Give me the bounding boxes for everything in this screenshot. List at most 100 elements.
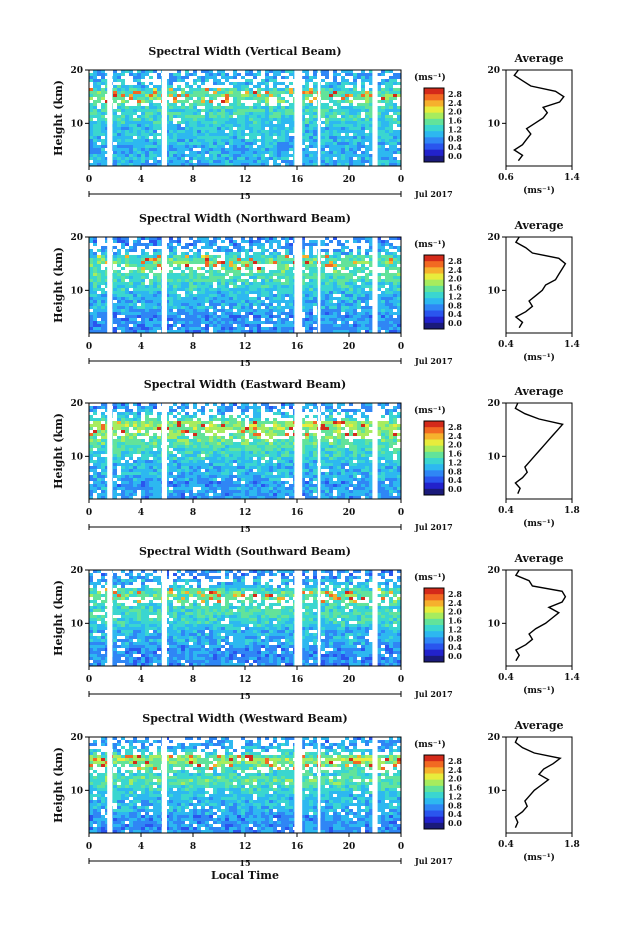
colorbar-segment [424, 298, 444, 305]
y-tick-label: 20 [70, 399, 83, 409]
average-x-tick-label: 1.4 [564, 340, 580, 350]
colorbar-unit: (ms⁻¹) [414, 739, 446, 750]
average-x-tick-label: 1.8 [564, 840, 580, 850]
heatmap [89, 70, 401, 166]
x-tick-label: 12 [239, 508, 252, 518]
y-axis-label: Height (km) [52, 80, 65, 156]
day-label: 15 [239, 524, 250, 534]
average-frame [505, 569, 573, 667]
colorbar-segment [424, 594, 444, 601]
day-label: 15 [239, 858, 250, 868]
colorbar-segment [424, 267, 444, 274]
colorbar-tick-label: 0.0 [448, 651, 462, 661]
colorbar-segment [424, 118, 444, 126]
x-tick-label: 16 [291, 675, 304, 685]
panel-title: Spectral Width (Southward Beam) [139, 545, 351, 558]
colorbar-segment [424, 600, 444, 607]
colorbar-segment [424, 433, 444, 440]
x-tick-label: 16 [291, 175, 304, 185]
colorbar-segment [424, 798, 444, 805]
x-tick-label: 4 [138, 342, 144, 352]
data-gap [317, 237, 321, 333]
colorbar-segment [424, 458, 444, 465]
colorbar-tick-label: 2.8 [448, 422, 462, 432]
data-gap [372, 403, 378, 499]
data-gap [107, 570, 113, 666]
colorbar-tick-label: 0.8 [448, 633, 462, 643]
colorbar-tick-label: 2.4 [448, 98, 462, 108]
colorbar-segment [424, 143, 444, 151]
colorbar-tick-label: 1.2 [448, 624, 462, 634]
y-tick-label: 10 [70, 619, 83, 629]
x-tick-label: 0 [86, 342, 92, 352]
colorbar-segment [424, 816, 444, 824]
colorbar-segment [424, 316, 444, 324]
x-tick-label: 12 [239, 342, 252, 352]
colorbar-segment [424, 273, 444, 281]
colorbar-segment [424, 631, 444, 638]
x-tick-label: 20 [343, 842, 356, 852]
colorbar-segment [424, 155, 444, 163]
x-tick-label: 4 [138, 508, 144, 518]
colorbar-segment [424, 625, 444, 632]
colorbar-tick-label: 1.2 [448, 124, 462, 134]
y-axis-label: Height (km) [52, 580, 65, 656]
colorbar-segment [424, 106, 444, 114]
heatmap [89, 237, 401, 333]
x-tick-label: 20 [343, 175, 356, 185]
data-gap [294, 403, 303, 499]
date-label: Jul 2017 [414, 189, 453, 199]
colorbar-segment [424, 304, 444, 311]
average-y-tick-label: 10 [487, 119, 500, 129]
colorbar-segment [424, 464, 444, 471]
colorbar-segment [424, 773, 444, 781]
colorbar: 2.82.42.01.61.20.80.40.0 [423, 587, 462, 663]
data-gap [107, 70, 113, 166]
colorbar-segment [424, 427, 444, 434]
colorbar-tick-label: 2.8 [448, 89, 462, 99]
x-tick-label: 0 [86, 675, 92, 685]
colorbar-segment [424, 618, 444, 626]
x-tick-label: 8 [190, 508, 196, 518]
colorbar-segment [424, 137, 444, 144]
average-y-tick-label: 10 [487, 286, 500, 296]
average-title: Average [513, 719, 563, 732]
average-x-tick-label: 0.4 [498, 340, 514, 350]
date-label: Jul 2017 [414, 356, 453, 366]
average-frame [505, 69, 573, 167]
colorbar-tick-label: 0.0 [448, 151, 462, 161]
average-x-tick-label: 0.4 [498, 840, 514, 850]
average-x-label: (ms⁻¹) [523, 518, 555, 529]
y-tick-label: 20 [70, 66, 83, 76]
colorbar-segment [424, 451, 444, 459]
colorbar-tick-label: 0.8 [448, 466, 462, 476]
y-tick-label: 20 [70, 566, 83, 576]
x-tick-label: 0 [86, 842, 92, 852]
average-profile-line [514, 402, 564, 494]
average-y-tick-label: 10 [487, 619, 500, 629]
x-tick-label: 20 [343, 342, 356, 352]
data-gap [372, 737, 378, 833]
panel-2: Spectral Width (Northward Beam) 10 20 Heigh… [52, 212, 580, 368]
colorbar-segment [424, 606, 444, 614]
x-tick-label: 0 [86, 175, 92, 185]
data-gap [317, 737, 321, 833]
panel-3: Spectral Width (Eastward Beam) 10 20 Height… [52, 378, 580, 534]
data-gap [317, 403, 321, 499]
average-plot: Average 10 20 0.4 1.8 (ms⁻¹) [487, 385, 579, 529]
colorbar-segment [424, 421, 444, 428]
average-title: Average [513, 219, 563, 232]
panel-title: Spectral Width (Eastward Beam) [144, 378, 346, 391]
colorbar-tick-label: 0.4 [448, 642, 462, 652]
x-tick-label: 8 [190, 675, 196, 685]
average-profile-line [514, 736, 562, 828]
colorbar-segment [424, 125, 444, 132]
colorbar-segment [424, 779, 444, 787]
average-plot: Average 10 20 0.4 1.4 (ms⁻¹) [487, 219, 579, 363]
heatmap [89, 570, 401, 666]
x-tick-label: 20 [343, 508, 356, 518]
average-title: Average [513, 385, 563, 398]
colorbar-segment [424, 488, 444, 496]
average-x-tick-label: 0.6 [498, 173, 514, 183]
